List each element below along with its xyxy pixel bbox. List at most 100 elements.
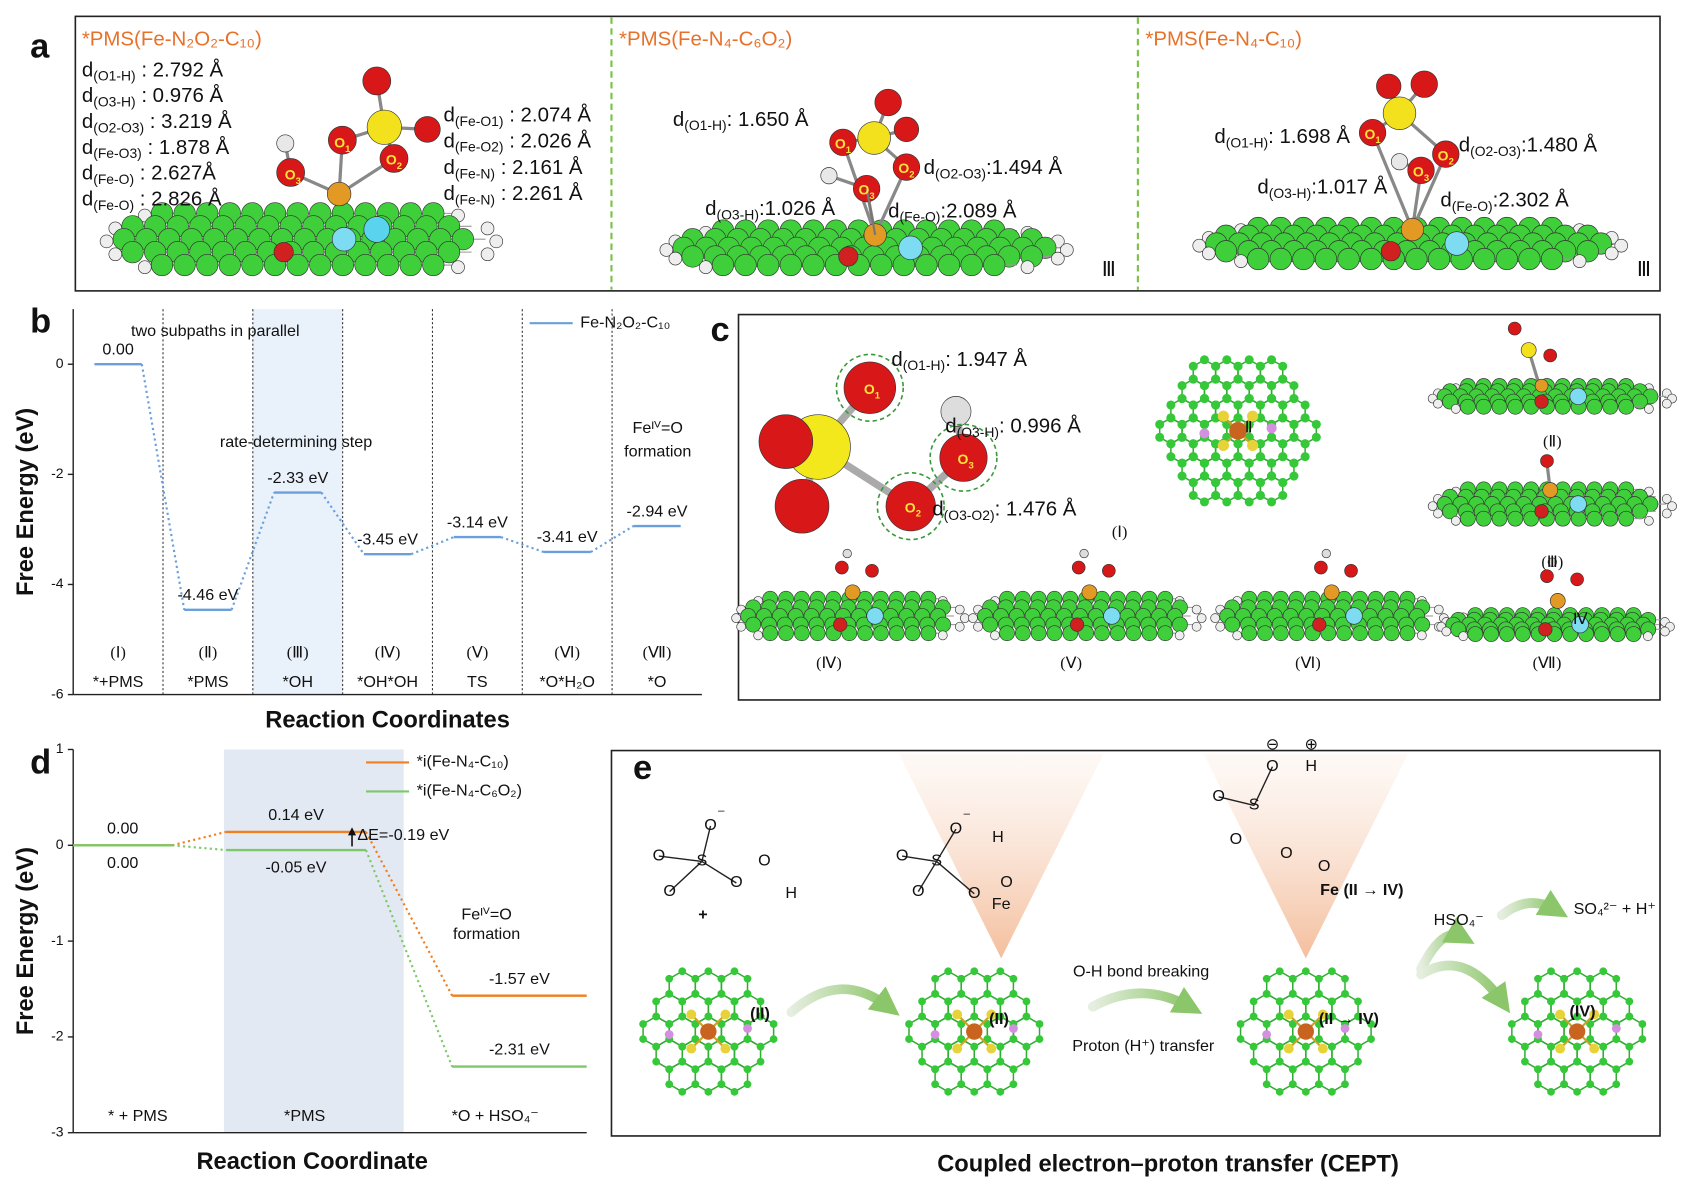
- oxygen: [1534, 504, 1549, 519]
- carbon: [1199, 394, 1209, 404]
- carbon: [704, 997, 713, 1006]
- nitrogen: [1247, 439, 1259, 452]
- nitrogen: [1283, 1009, 1294, 1020]
- carbon: [1625, 1012, 1634, 1021]
- carbon: [931, 989, 939, 998]
- carbon: [678, 1057, 687, 1066]
- annotation: formation: [453, 925, 520, 943]
- carbon: [730, 997, 739, 1006]
- panel-label: a: [30, 28, 50, 66]
- value-label: 0.00: [107, 819, 138, 837]
- hydrogen: [698, 260, 713, 274]
- chem-bond: [701, 825, 712, 862]
- carbon: [970, 1087, 979, 1096]
- carbon: [1214, 240, 1238, 263]
- carbon: [1267, 432, 1277, 442]
- highlight-ring: [876, 472, 945, 541]
- carbon: [1341, 989, 1349, 998]
- carbon: [1022, 1012, 1031, 1021]
- carbon: [1547, 1042, 1555, 1051]
- carbon: [1172, 616, 1188, 633]
- carbon: [1573, 967, 1581, 976]
- carbon: [1249, 1012, 1258, 1021]
- carbon: [793, 625, 810, 642]
- connector: [320, 491, 365, 555]
- carbon: [678, 1087, 687, 1096]
- carbon: [937, 253, 961, 277]
- structure-title: *PMS(Fe-N₄-C₁₀): [1145, 27, 1302, 50]
- carbon: [918, 1057, 926, 1066]
- carbon: [1534, 1080, 1542, 1089]
- carbon: [1267, 497, 1277, 507]
- carbon: [1586, 974, 1595, 983]
- plus-sign: +: [698, 906, 707, 924]
- x-category-label: * + PMS: [108, 1107, 168, 1125]
- carbon: [1255, 400, 1265, 410]
- carbon: [376, 253, 400, 277]
- hydrogen: [1215, 621, 1226, 632]
- chem-atom: O: [758, 852, 771, 870]
- carbon: [652, 997, 661, 1006]
- nitrogen: [1569, 495, 1587, 513]
- carbon: [1177, 471, 1187, 481]
- carbon: [1289, 381, 1299, 391]
- carbon: [1328, 967, 1336, 976]
- atom-sphere: [1376, 73, 1402, 99]
- carbon: [1341, 1035, 1349, 1043]
- carbon: [1354, 1042, 1362, 1051]
- annotation: two subpaths in parallel: [131, 322, 300, 340]
- carbon: [1491, 510, 1508, 527]
- atom-sphere: [1390, 153, 1408, 171]
- carbon: [1625, 626, 1642, 642]
- hydrogen: [973, 621, 983, 632]
- atom-sphere: [865, 563, 879, 578]
- carbon: [1599, 997, 1608, 1006]
- carbon: [857, 625, 874, 642]
- fe-label: Fe (II → IV): [1320, 881, 1403, 899]
- carbon: [678, 1012, 687, 1021]
- value-label: -2.31 eV: [489, 1041, 550, 1059]
- chem-atom: ⁻: [962, 809, 971, 827]
- carbon: [1547, 997, 1555, 1006]
- hydrogen: [1661, 508, 1672, 519]
- carbon: [1354, 1057, 1362, 1066]
- carbon: [1233, 413, 1243, 423]
- carbon: [743, 1080, 752, 1089]
- nitrogen: [986, 1009, 997, 1020]
- carbon: [1311, 432, 1321, 442]
- y-axis-title: Free Energy (eV): [13, 847, 39, 1035]
- carbon: [745, 616, 762, 633]
- carbon: [1560, 989, 1568, 998]
- carbon: [1570, 510, 1587, 527]
- atom-sphere: [1432, 140, 1460, 168]
- carbon: [996, 1087, 1005, 1096]
- carbon: [691, 1080, 700, 1089]
- carbon: [743, 974, 752, 983]
- value-label: -2.94 eV: [627, 502, 688, 520]
- carbon: [681, 245, 704, 268]
- hydrogen: [1644, 515, 1654, 526]
- atom-label: O2: [898, 160, 914, 180]
- distance-label: d(Fe-N) : 2.161 Å: [444, 157, 583, 182]
- atom-sphere: [1542, 482, 1559, 498]
- carbon: [652, 1012, 661, 1021]
- carbon: [1262, 989, 1271, 998]
- carbon: [905, 1035, 913, 1043]
- carbon: [1473, 247, 1496, 271]
- carbon: [1625, 997, 1634, 1006]
- carbon: [1166, 413, 1176, 423]
- carbon: [691, 1035, 700, 1043]
- carbon: [1199, 497, 1209, 507]
- carbon: [1560, 974, 1568, 983]
- carbon: [970, 1042, 979, 1051]
- atom-sphere: [362, 66, 392, 96]
- hydrogen: [731, 613, 741, 623]
- hydrogen: [1661, 398, 1672, 409]
- carbon: [1166, 439, 1176, 449]
- nitrogen: [1555, 1043, 1566, 1054]
- carbon: [1560, 1080, 1568, 1089]
- carbon: [1573, 997, 1581, 1006]
- carbon: [931, 974, 939, 983]
- atom-sphere: [852, 174, 881, 203]
- distance-label: d(O2-O3):1.480 Å: [1459, 134, 1598, 159]
